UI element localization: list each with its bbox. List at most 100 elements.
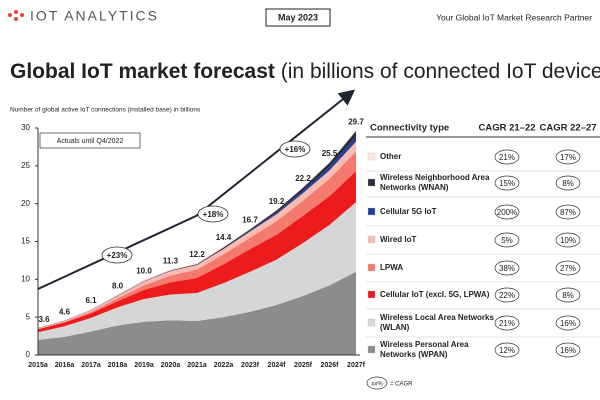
logo: IOT ANALYTICS [30,8,159,24]
cagr-pill [555,342,581,358]
total-label: 19.2 [269,197,285,206]
cagr-value: 27% [560,264,576,273]
title-suffix: (in billions of connected IoT devices) [281,60,600,83]
cagr-value: 12% [499,346,515,355]
note: Actuals until Q4/2022 [57,138,124,145]
x-tick-label: 2015a [28,362,48,369]
cagr-pill [555,260,581,276]
cagr-pill [555,315,581,331]
y-tick-label: 20 [21,199,30,208]
y-tick-label: 10 [21,274,30,283]
cagr-pill [494,315,520,331]
x-tick-label: 2024f [268,362,287,369]
cagr-pill [494,175,520,191]
legend-label: Wired IoT [380,235,417,244]
cagr-pill [494,342,520,358]
title: Global IoT market forecast (in billions … [10,60,600,83]
tagline: Your Global IoT Market Research Partner [436,12,592,22]
total-label: 3.6 [38,315,50,324]
legend-swatch [367,290,376,299]
total-label: 11.3 [163,257,179,266]
x-tick-label: 2022a [214,362,234,369]
total-label: 10.0 [136,266,152,275]
x-tick-label: 2026f [321,362,340,369]
cagr-key-pill [366,376,388,390]
legend-swatch [367,207,376,216]
cagr-value: 8% [562,179,574,188]
cagr-pill [555,149,581,165]
area [38,271,356,355]
cagr-pill [555,232,581,248]
cagr-pill [494,260,520,276]
total-label: 4.6 [59,307,71,316]
x-tick-label: 2025f [294,362,313,369]
legend-label: LPWA [380,263,404,272]
cagr-value: 21% [499,319,515,328]
legend-swatch [367,345,376,354]
cagr-pill [494,287,520,303]
table-header: CAGR 22–27 [539,123,596,134]
table-header: Connectivity type [370,123,449,134]
cagr-pill [555,287,581,303]
cagr-pill [494,232,520,248]
total-label: 29.7 [348,117,364,126]
cagr-pill [555,175,581,191]
cagr-value: 5% [501,236,513,245]
total-label: 8.0 [112,282,124,291]
cagr-value: 87% [560,208,576,217]
cagr-value: 17% [560,153,576,162]
subtitle: Number of global active IoT connections … [10,107,201,114]
growth-label: +18% [203,210,224,219]
cagr-value: 16% [560,319,576,328]
legend-label: Cellular IoT (excl. 5G, LPWA) [380,290,490,299]
y-tick-label: 30 [21,123,30,132]
area [38,202,356,340]
total-label: 16.7 [242,216,258,225]
total-label: 6.1 [85,296,97,305]
cagr-value: 21% [499,153,515,162]
x-tick-label: 2018a [108,362,128,369]
x-tick-label: 2027f [347,362,366,369]
legend-label: Wireless Personal Area Networks (WPAN) [380,340,469,359]
cagr-value: 15% [499,179,515,188]
logo-icon [8,10,24,21]
cagr-key-text: = CAGR [390,382,413,388]
cagr-value: 22% [499,291,515,300]
date-box [265,8,331,27]
cagr-value: 38% [499,264,515,273]
date: May 2023 [278,12,318,22]
total-label: 14.4 [216,233,232,242]
legend-swatch [367,235,376,244]
legend-label: Cellular 5G IoT [380,207,437,216]
legend-swatch [367,178,376,187]
x-tick-label: 2016a [55,362,75,369]
table-header: CAGR 21–22 [478,123,535,134]
growth-pill [197,205,229,223]
growth-label: +23% [107,251,128,260]
growth-pill [101,246,133,264]
y-tick-label: 5 [26,312,31,321]
legend-label: Other [380,152,402,161]
x-tick-label: 2020a [161,362,181,369]
x-tick-label: 2017a [81,362,101,369]
total-label: 12.2 [189,250,205,259]
x-tick-label: 2019a [134,362,154,369]
total-label: 22.2 [295,174,311,183]
cagr-value: 200% [497,208,517,217]
y-tick-label: 25 [21,161,30,170]
cagr-value: 10% [560,236,576,245]
growth-label: +16% [285,145,306,154]
cagr-pill [494,204,520,220]
y-tick-label: 0 [26,350,31,359]
trend-arrow [37,89,356,290]
title-main: Global IoT market forecast [10,60,275,83]
y-tick-label: 15 [21,237,30,246]
legend-swatch [367,263,376,272]
growth-pill [279,140,311,158]
cagr-pill [555,204,581,220]
x-tick-label: 2023f [241,362,260,369]
legend-swatch [367,318,376,327]
cagr-value: 16% [560,346,576,355]
